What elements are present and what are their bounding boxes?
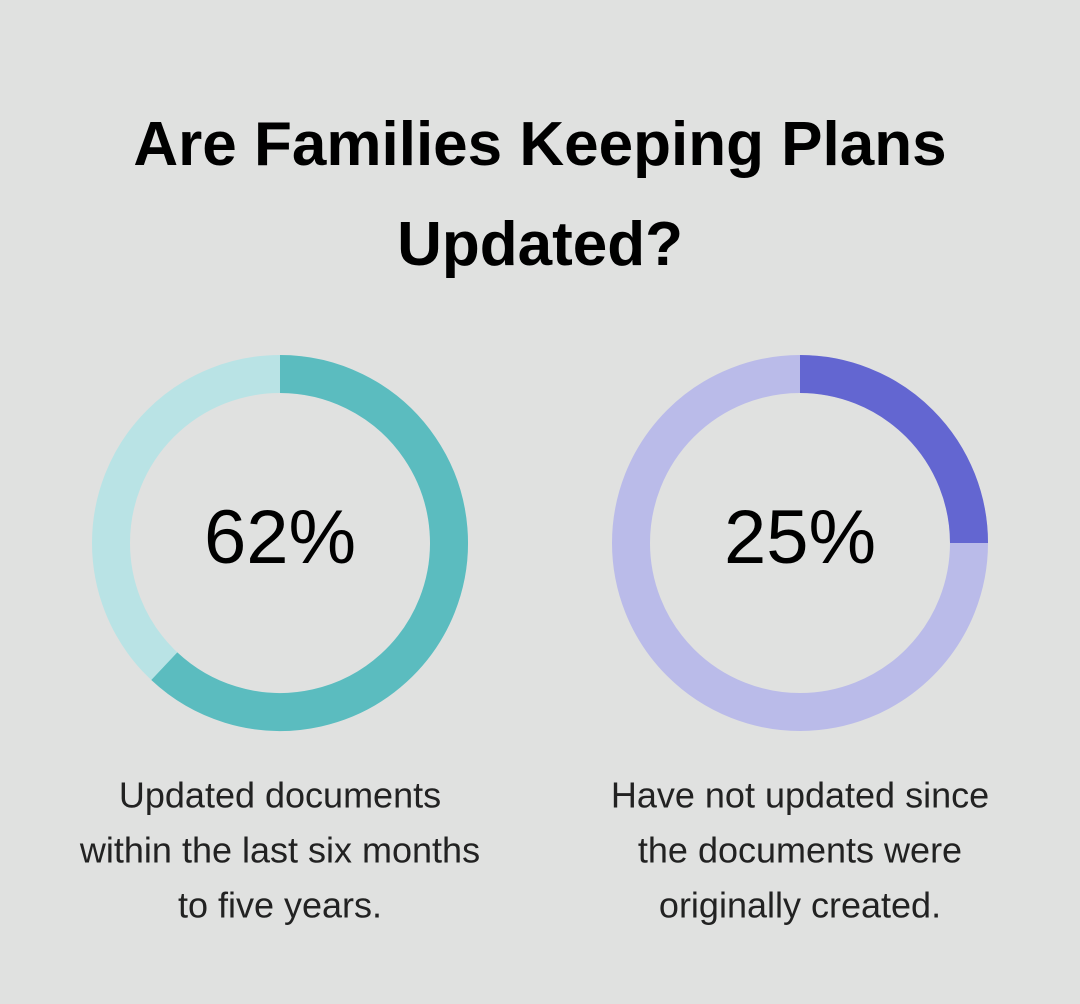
caption-line: within the last six months <box>79 830 480 871</box>
value-label: 25% <box>724 495 876 580</box>
caption-line: to five years. <box>178 885 382 926</box>
charts: 62% Updated documents within the last six … <box>79 355 989 926</box>
donut-segment <box>151 355 468 731</box>
title: Are Families Keeping Plans Updated? <box>133 110 947 279</box>
caption-line: the documents were <box>638 830 962 871</box>
caption-line: originally created. <box>659 885 941 926</box>
caption-line: Updated documents <box>119 775 441 816</box>
caption-line: Have not updated since <box>611 775 989 816</box>
donut-segment <box>799 355 988 544</box>
value-label: 62% <box>204 495 356 580</box>
